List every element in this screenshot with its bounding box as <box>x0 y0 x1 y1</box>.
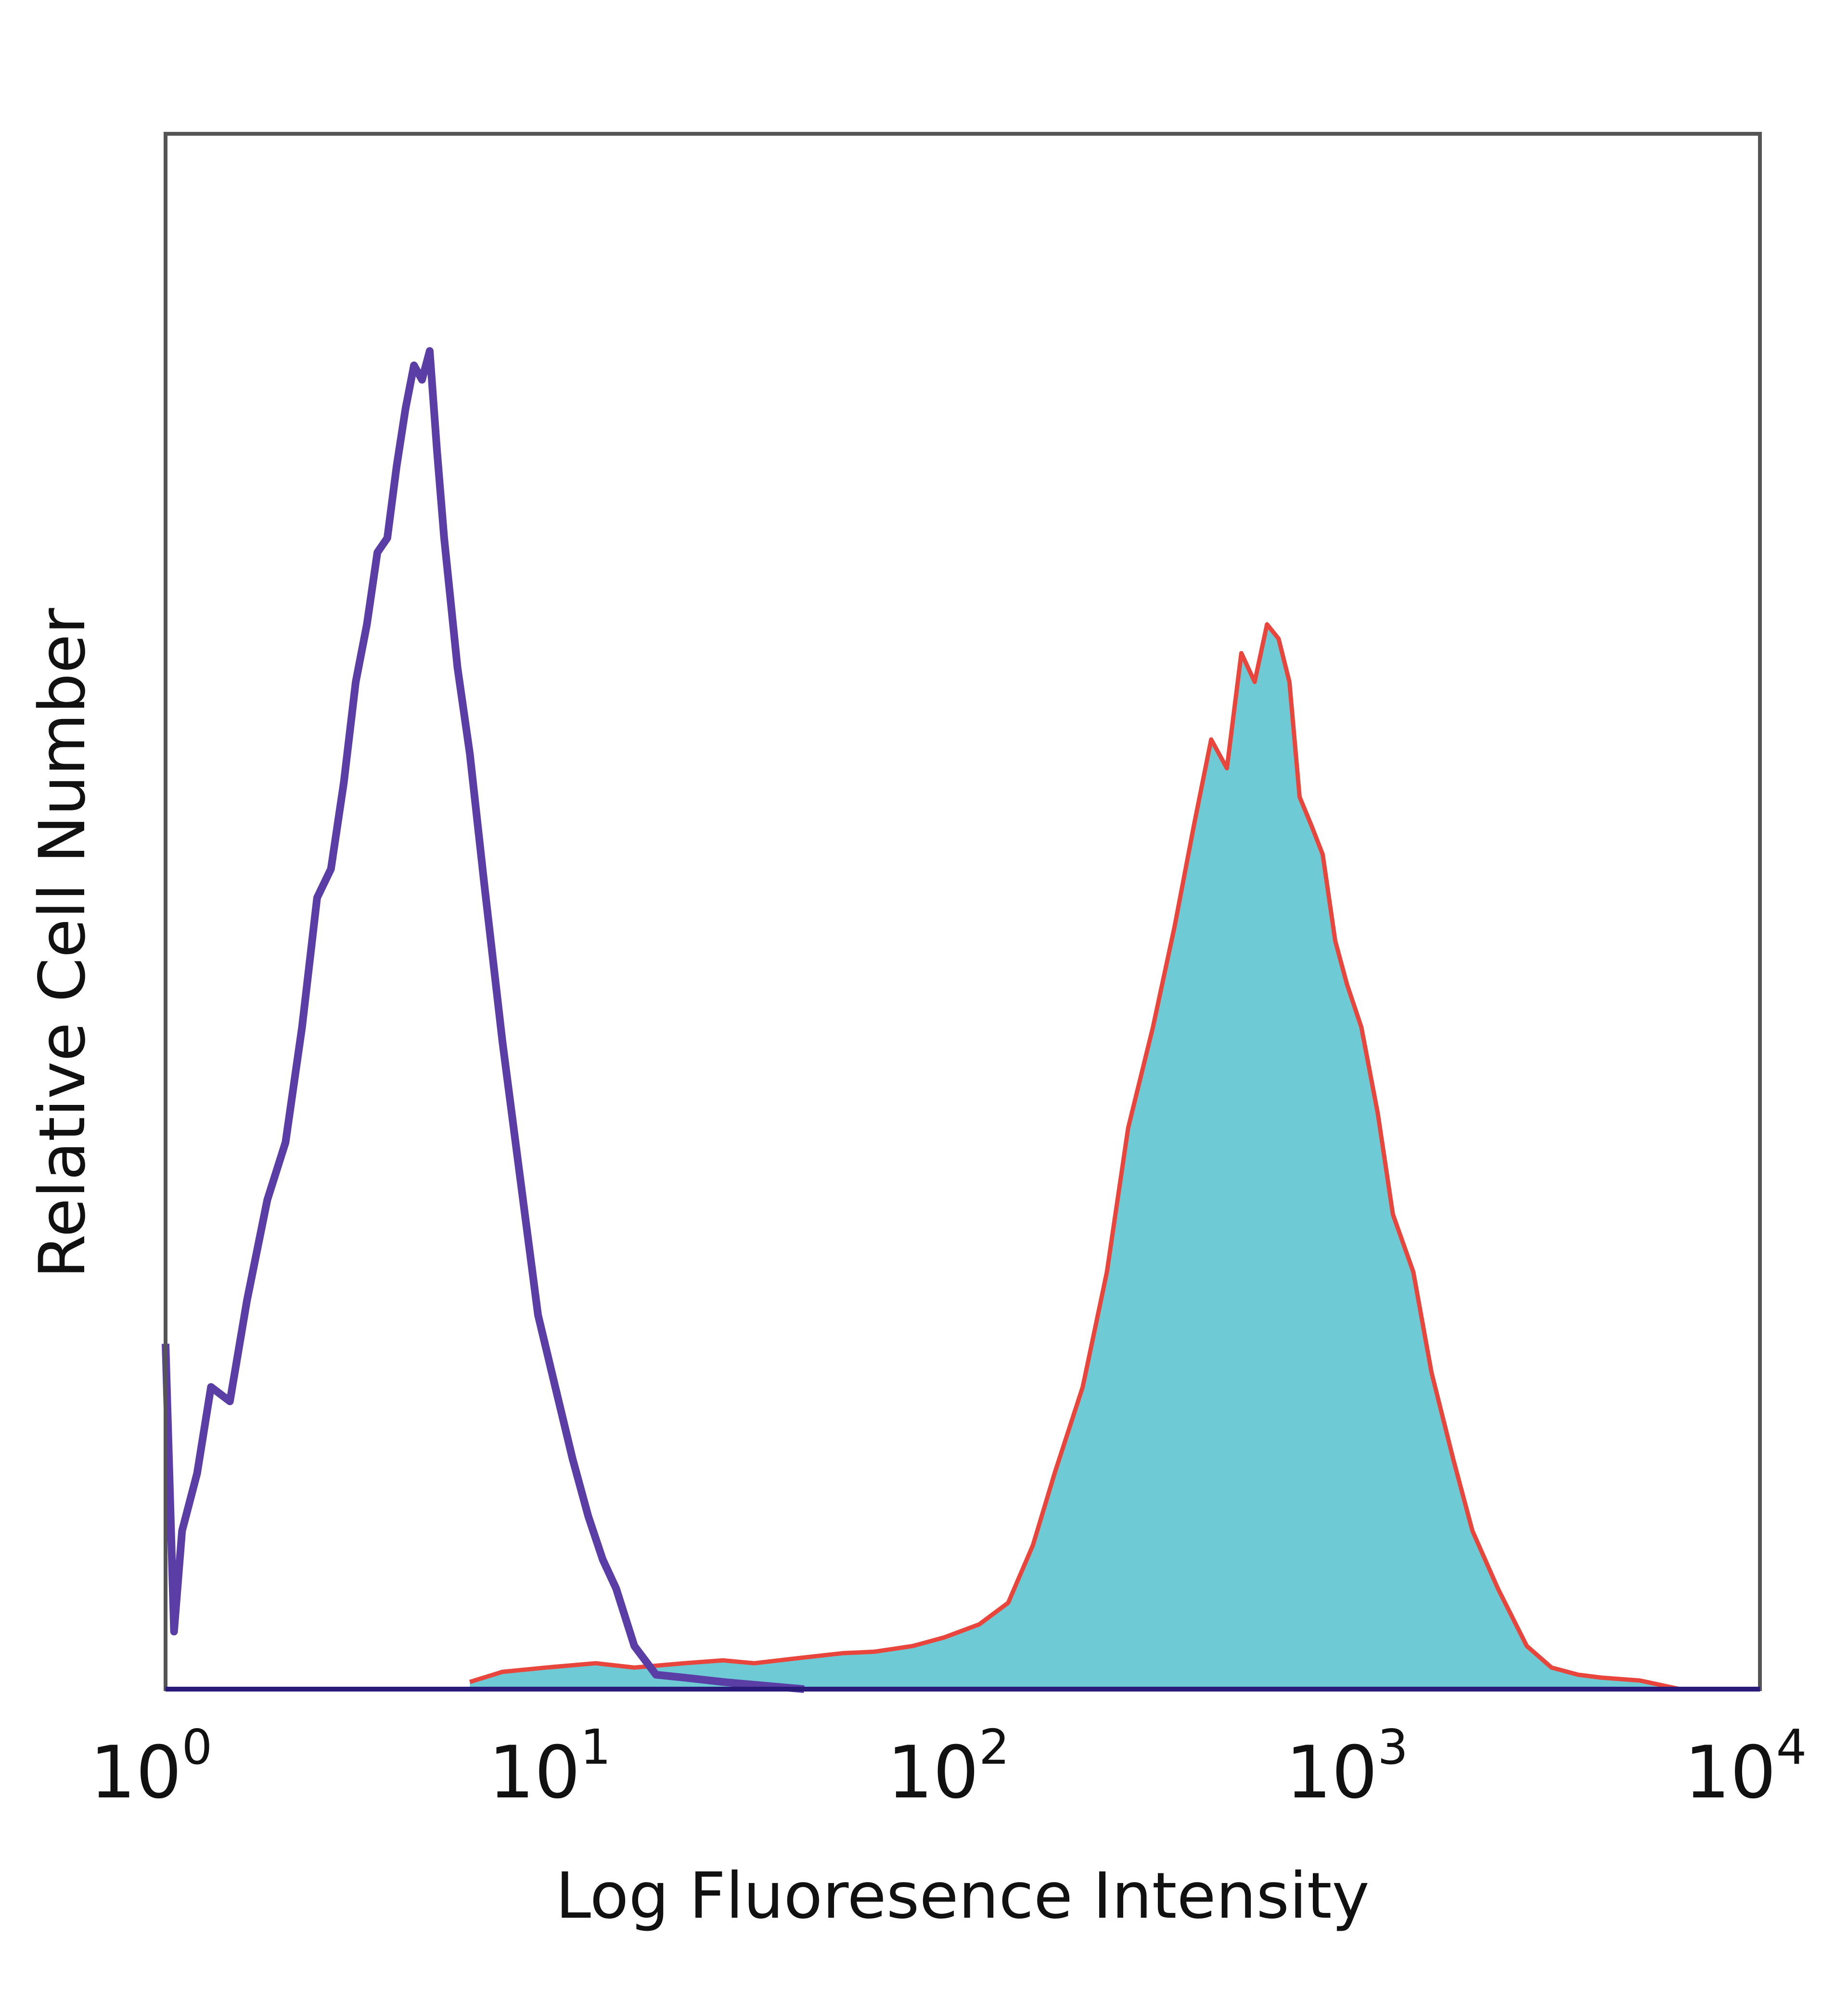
plot-area <box>162 347 1681 1693</box>
x-tick-label: 100 <box>90 1719 213 1815</box>
x-tick-label: 103 <box>1286 1719 1409 1815</box>
x-tick-label: 104 <box>1684 1719 1807 1815</box>
x-tick-label: 101 <box>488 1719 611 1815</box>
y-axis-title: Relative Cell Number <box>26 608 100 1279</box>
filled-histogram <box>470 624 1680 1690</box>
x-axis-ticks: 100 101 102 103 104 <box>90 1719 1807 1815</box>
outline-histogram <box>162 347 805 1693</box>
x-tick-label: 102 <box>887 1719 1010 1815</box>
filled-histogram-edge <box>469 622 1681 1692</box>
x-axis-title: Log Fluoresence Intensity <box>555 1859 1369 1933</box>
plot-frame <box>164 132 1762 1691</box>
